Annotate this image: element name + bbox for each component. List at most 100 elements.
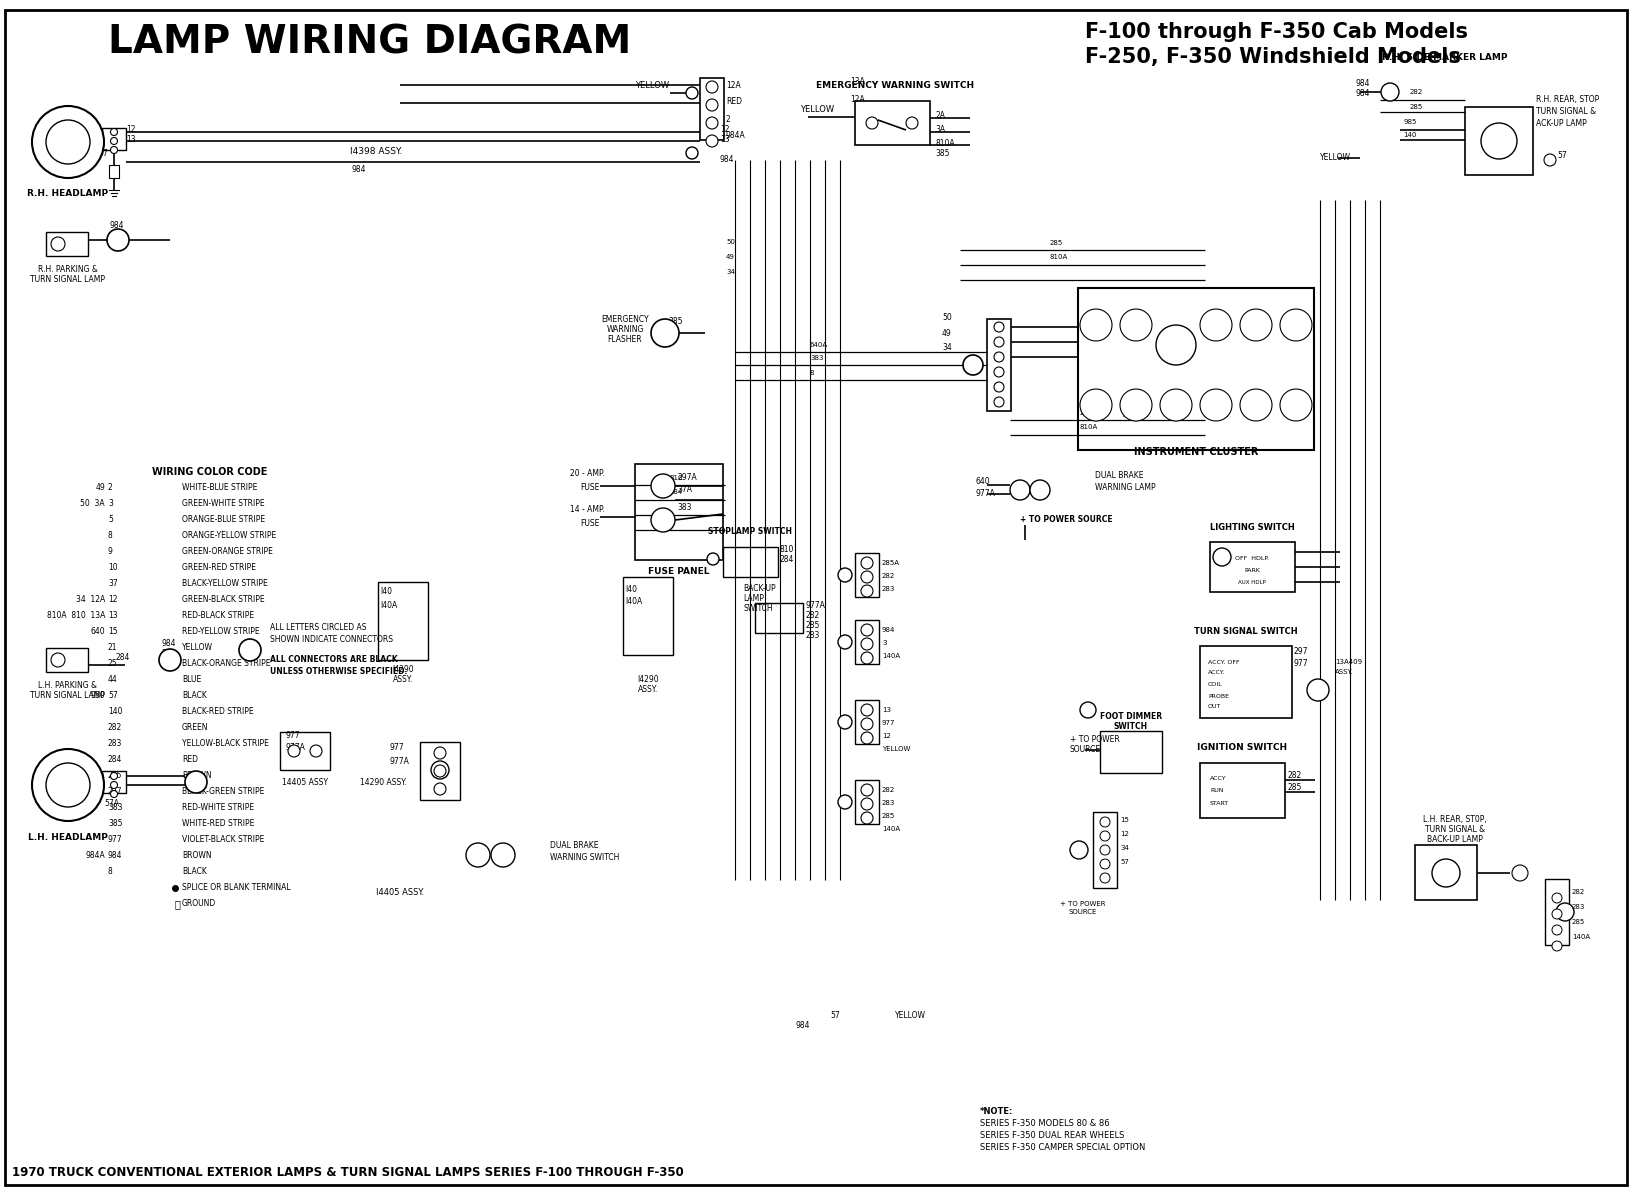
Text: 977A: 977A bbox=[805, 600, 824, 610]
Circle shape bbox=[51, 653, 65, 667]
Bar bbox=[1079, 288, 1314, 450]
Text: 284: 284 bbox=[108, 756, 122, 764]
Circle shape bbox=[1431, 859, 1461, 887]
Text: 282: 282 bbox=[108, 724, 122, 732]
Text: 140A: 140A bbox=[1572, 934, 1590, 940]
Text: INSTRUMENT CLUSTER: INSTRUMENT CLUSTER bbox=[1134, 446, 1258, 457]
Text: RUN: RUN bbox=[1209, 788, 1224, 793]
Text: J: J bbox=[844, 798, 847, 806]
Circle shape bbox=[1160, 389, 1191, 421]
Text: 283: 283 bbox=[108, 739, 122, 749]
Text: WARNING SWITCH: WARNING SWITCH bbox=[550, 853, 620, 862]
Circle shape bbox=[707, 116, 718, 128]
Text: 57: 57 bbox=[1120, 859, 1129, 865]
Circle shape bbox=[111, 138, 118, 144]
Text: 15: 15 bbox=[1120, 817, 1129, 823]
Circle shape bbox=[651, 474, 676, 498]
Text: ALL CONNECTORS ARE BLACK: ALL CONNECTORS ARE BLACK bbox=[269, 655, 398, 664]
Bar bbox=[1200, 763, 1284, 818]
Text: GROUND: GROUND bbox=[183, 900, 217, 908]
Circle shape bbox=[1552, 941, 1562, 950]
Text: 140: 140 bbox=[1404, 132, 1417, 138]
Text: *NOTE:: *NOTE: bbox=[979, 1108, 1013, 1116]
Text: D: D bbox=[689, 89, 695, 97]
Text: 13: 13 bbox=[720, 136, 730, 144]
Circle shape bbox=[310, 745, 322, 757]
Circle shape bbox=[1200, 308, 1232, 341]
Text: 285: 285 bbox=[108, 772, 122, 780]
Circle shape bbox=[1279, 389, 1312, 421]
Circle shape bbox=[862, 718, 873, 730]
Text: 12: 12 bbox=[126, 126, 135, 134]
Text: 14290 ASSY.: 14290 ASSY. bbox=[359, 778, 406, 787]
Text: SPLICE OR BLANK TERMINAL: SPLICE OR BLANK TERMINAL bbox=[183, 883, 290, 893]
Text: YELLOW: YELLOW bbox=[183, 643, 214, 653]
Text: 984A: 984A bbox=[85, 852, 104, 860]
Text: 3: 3 bbox=[108, 499, 113, 509]
Text: 977: 977 bbox=[390, 744, 405, 752]
Text: 14405 ASSY: 14405 ASSY bbox=[282, 778, 328, 787]
Circle shape bbox=[651, 319, 679, 347]
Circle shape bbox=[862, 784, 873, 796]
Circle shape bbox=[1080, 702, 1097, 718]
Bar bbox=[109, 164, 119, 178]
Text: BLACK: BLACK bbox=[183, 868, 207, 876]
Text: 810A: 810A bbox=[935, 138, 955, 148]
Circle shape bbox=[33, 106, 104, 178]
Text: L.H. HEADLAMP: L.H. HEADLAMP bbox=[28, 833, 108, 841]
Text: 2A: 2A bbox=[935, 110, 945, 120]
Text: GREEN-WHITE STRIPE: GREEN-WHITE STRIPE bbox=[183, 499, 264, 509]
Circle shape bbox=[1381, 83, 1399, 101]
Text: R.H. PARKING &: R.H. PARKING & bbox=[38, 265, 98, 274]
Text: 950: 950 bbox=[90, 691, 104, 701]
Text: YELLOW: YELLOW bbox=[881, 746, 911, 752]
Text: GREEN-ORANGE STRIPE: GREEN-ORANGE STRIPE bbox=[183, 547, 273, 557]
Circle shape bbox=[33, 749, 104, 821]
Text: 282: 282 bbox=[1410, 89, 1423, 95]
Text: + TO POWER SOURCE: + TO POWER SOURCE bbox=[1020, 516, 1113, 524]
Text: SWITCH: SWITCH bbox=[1115, 722, 1147, 731]
Bar bbox=[101, 770, 126, 793]
Text: 984: 984 bbox=[720, 156, 734, 164]
Text: LIGHTING SWITCH: LIGHTING SWITCH bbox=[1209, 523, 1294, 532]
Circle shape bbox=[46, 120, 90, 164]
Text: 284: 284 bbox=[114, 654, 129, 662]
Text: 283: 283 bbox=[805, 630, 819, 640]
Text: GREEN-RED STRIPE: GREEN-RED STRIPE bbox=[183, 564, 256, 572]
Text: 49: 49 bbox=[942, 329, 951, 337]
Circle shape bbox=[1100, 817, 1110, 827]
Text: C.V.REG.: C.V.REG. bbox=[1284, 316, 1307, 320]
Text: FUEL: FUEL bbox=[1248, 311, 1263, 316]
Text: L.H.TURN: L.H.TURN bbox=[1203, 413, 1229, 418]
Text: 977A: 977A bbox=[390, 757, 410, 767]
Text: 37: 37 bbox=[108, 580, 118, 588]
Bar bbox=[855, 101, 930, 145]
Circle shape bbox=[1511, 865, 1528, 881]
Circle shape bbox=[158, 649, 181, 671]
Text: 282: 282 bbox=[881, 572, 896, 578]
Bar bbox=[723, 547, 778, 577]
Text: 977: 977 bbox=[108, 835, 122, 845]
Text: 8: 8 bbox=[108, 532, 113, 540]
Text: 810: 810 bbox=[780, 546, 795, 554]
Text: I4290: I4290 bbox=[636, 674, 659, 684]
Circle shape bbox=[1240, 389, 1271, 421]
Text: HI BEAM: HI BEAM bbox=[1165, 336, 1188, 341]
Text: YELLOW-BLACK STRIPE: YELLOW-BLACK STRIPE bbox=[183, 739, 269, 749]
Text: VIOLET-BLACK STRIPE: VIOLET-BLACK STRIPE bbox=[183, 835, 264, 845]
Circle shape bbox=[963, 355, 982, 374]
Text: 21: 21 bbox=[108, 643, 118, 653]
Text: 12: 12 bbox=[720, 126, 730, 134]
Text: I40: I40 bbox=[380, 588, 392, 596]
Circle shape bbox=[685, 146, 698, 158]
Text: YELLOW: YELLOW bbox=[894, 1010, 925, 1020]
Text: T: T bbox=[1495, 134, 1503, 148]
Text: 20 - AMP.: 20 - AMP. bbox=[570, 469, 605, 478]
Text: BLACK-GREEN STRIPE: BLACK-GREEN STRIPE bbox=[183, 787, 264, 797]
Circle shape bbox=[111, 146, 118, 154]
Text: F: F bbox=[712, 554, 715, 564]
Text: WARNING: WARNING bbox=[607, 325, 643, 334]
Bar bbox=[855, 700, 880, 744]
Text: N.I.: N.I. bbox=[1131, 311, 1141, 316]
Text: 283: 283 bbox=[1572, 904, 1585, 910]
